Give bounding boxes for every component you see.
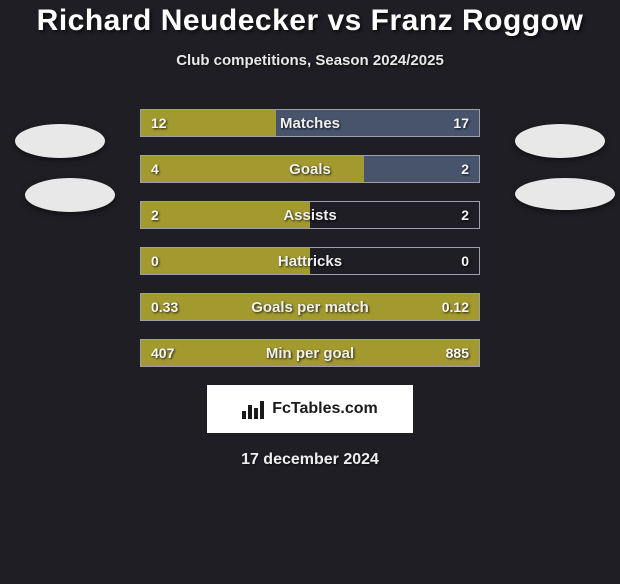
bar-right-value: 2 [461, 156, 469, 182]
bar-right-value: 2 [461, 202, 469, 228]
bar-mpg: 407 885 Min per goal [140, 339, 480, 367]
bar-left-value: 12 [151, 110, 167, 136]
page-subtitle: Club competitions, Season 2024/2025 [0, 52, 620, 69]
bar-chart-icon [242, 399, 266, 419]
logo-text: FcTables.com [272, 400, 378, 418]
bar-left-fill [141, 248, 310, 274]
bar-left-fill [141, 156, 364, 182]
bar-left-value: 4 [151, 156, 159, 182]
bar-goals: 4 2 Goals [140, 155, 480, 183]
bar-gpm: 0.33 0.12 Goals per match [140, 293, 480, 321]
date-label: 17 december 2024 [0, 451, 620, 469]
bar-left-fill [141, 340, 479, 366]
bar-left-value: 407 [151, 340, 174, 366]
bar-right-value: 885 [446, 340, 469, 366]
bar-right-value: 0 [461, 248, 469, 274]
bar-left-value: 0 [151, 248, 159, 274]
bar-matches: 12 17 Matches [140, 109, 480, 137]
comparison-panel: Richard Neudecker vs Franz Roggow Club c… [0, 4, 620, 469]
bar-right-value: 0.12 [442, 294, 469, 320]
bar-left-value: 2 [151, 202, 159, 228]
comparison-bars: 12 17 Matches 4 2 Goals 2 2 Assists 0 0 … [0, 109, 620, 367]
bar-left-fill [141, 294, 479, 320]
fctables-logo: FcTables.com [207, 385, 413, 433]
bar-left-fill [141, 202, 310, 228]
bar-assists: 2 2 Assists [140, 201, 480, 229]
bar-hattricks: 0 0 Hattricks [140, 247, 480, 275]
bar-left-value: 0.33 [151, 294, 178, 320]
page-title: Richard Neudecker vs Franz Roggow [0, 4, 620, 38]
bar-right-value: 17 [453, 110, 469, 136]
bar-right-fill [276, 110, 479, 136]
